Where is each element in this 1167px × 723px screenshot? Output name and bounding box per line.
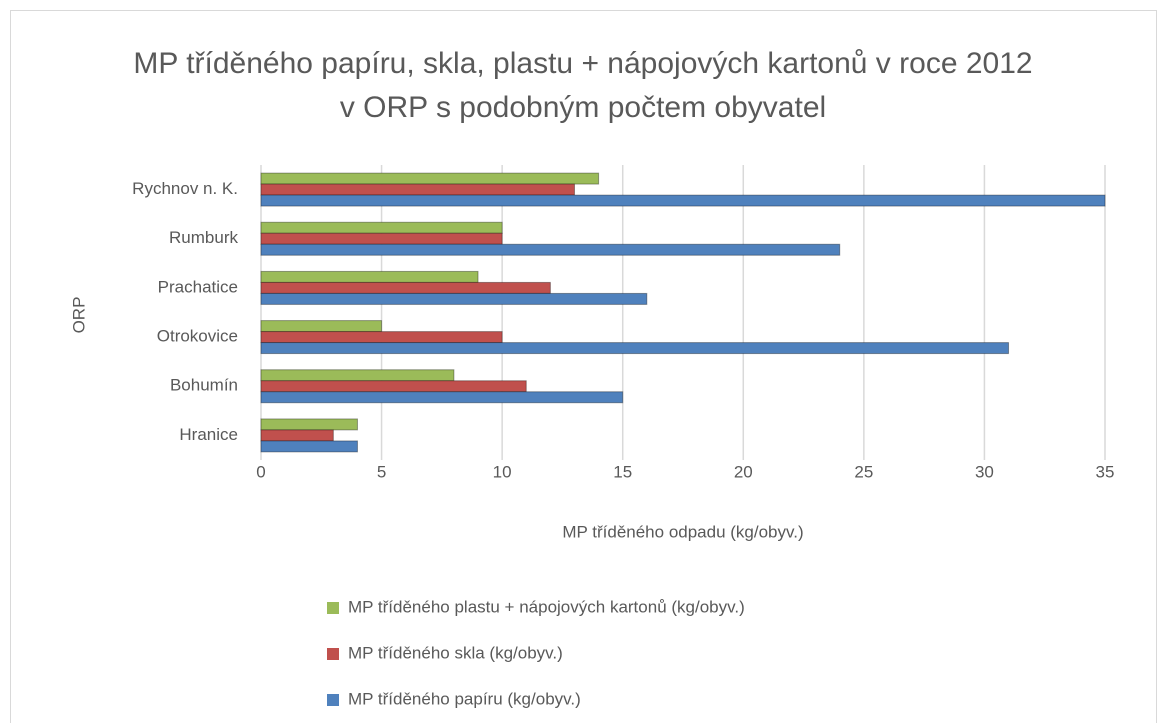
x-tick-label: 10 (493, 462, 512, 481)
x-tick-label: 5 (377, 462, 386, 481)
x-tick-label: 15 (613, 462, 632, 481)
x-tick-label: 20 (734, 462, 753, 481)
chart-title: MP tříděného papíru, skla, plastu + nápo… (133, 47, 1033, 124)
y-tick-label: Prachatice (158, 277, 238, 296)
bar (260, 320, 383, 333)
y-tick-label: Rumburk (169, 228, 238, 247)
bar (260, 369, 455, 382)
bar (260, 194, 1106, 207)
bar (260, 221, 503, 234)
y-axis-title: ORP (69, 297, 88, 334)
bar (260, 172, 600, 185)
bar (260, 380, 527, 393)
chart-border (10, 10, 1157, 723)
x-tick-label: 30 (975, 462, 994, 481)
legend-label: MP tříděného plastu + nápojových kartonů… (348, 597, 745, 616)
bar (260, 342, 1010, 355)
x-tick-label: 0 (256, 462, 265, 481)
bar (260, 281, 551, 294)
legend-label: MP tříděného skla (kg/obyv.) (348, 643, 563, 662)
bar (260, 391, 624, 404)
y-tick-label: Hranice (179, 425, 238, 444)
legend-label: MP tříděného papíru (kg/obyv.) (348, 689, 581, 708)
bar (260, 292, 648, 305)
y-tick-label: Otrokovice (157, 327, 238, 346)
bar (260, 232, 503, 245)
bar (260, 331, 503, 344)
y-tick-label: Rychnov n. K. (132, 179, 238, 198)
bar (260, 418, 358, 431)
legend-swatch (327, 694, 339, 706)
bar (260, 270, 479, 283)
bar (260, 243, 841, 256)
x-axis-title: MP tříděného odpadu (kg/obyv.) (562, 522, 803, 541)
legend-swatch (327, 648, 339, 660)
y-tick-label: Bohumín (170, 376, 238, 395)
legend-swatch (327, 602, 339, 614)
bar (260, 429, 334, 442)
bar (260, 440, 358, 453)
bar (260, 183, 575, 196)
x-tick-label: 35 (1096, 462, 1115, 481)
x-tick-label: 25 (854, 462, 873, 481)
